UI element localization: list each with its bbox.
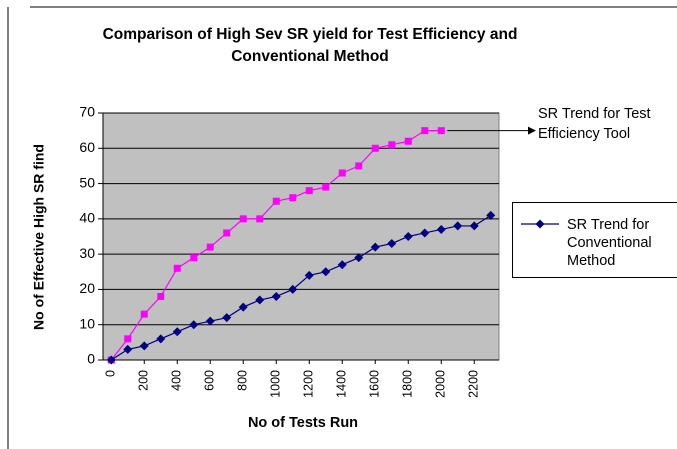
x-tick-label: 1000 bbox=[269, 370, 283, 398]
x-tick-label: 2200 bbox=[467, 370, 481, 398]
x-tick-label: 600 bbox=[203, 370, 217, 391]
marker bbox=[157, 292, 165, 300]
y-tick-label: 50 bbox=[79, 174, 95, 190]
marker bbox=[222, 313, 232, 323]
marker bbox=[206, 243, 214, 251]
marker bbox=[106, 355, 116, 365]
marker bbox=[370, 242, 380, 252]
annotation-arrowhead bbox=[528, 126, 536, 135]
legend-swatch bbox=[521, 219, 559, 229]
marker bbox=[123, 344, 133, 354]
marker bbox=[354, 253, 364, 263]
marker bbox=[338, 169, 346, 177]
marker bbox=[469, 221, 479, 231]
marker bbox=[139, 341, 149, 351]
marker bbox=[387, 239, 397, 249]
x-axis-title: No of Tests Run bbox=[248, 415, 358, 431]
marker bbox=[337, 260, 347, 270]
x-tick-label: 400 bbox=[170, 370, 184, 391]
x-tick-label: 1400 bbox=[335, 370, 349, 398]
marker bbox=[437, 127, 445, 135]
marker bbox=[256, 215, 264, 223]
marker bbox=[205, 316, 215, 326]
marker bbox=[239, 215, 247, 223]
y-axis-title: No of Effective High SR find bbox=[31, 144, 47, 330]
marker bbox=[172, 327, 182, 337]
x-tick-label: 800 bbox=[236, 370, 250, 391]
marker bbox=[421, 127, 429, 135]
marker bbox=[255, 295, 265, 305]
marker bbox=[436, 224, 446, 234]
marker bbox=[124, 335, 132, 343]
x-tick-label: 1600 bbox=[368, 370, 382, 398]
x-tick-label: 1800 bbox=[401, 370, 415, 398]
marker bbox=[388, 141, 396, 149]
marker bbox=[403, 232, 413, 241]
marker bbox=[140, 310, 148, 318]
y-tick-label: 10 bbox=[79, 315, 95, 331]
legend-label: SR Trend for Conventional Method bbox=[567, 217, 652, 269]
chart-title: Comparison of High Sev SR yield for Test… bbox=[102, 26, 518, 65]
x-tick-label: 2000 bbox=[434, 370, 448, 398]
marker bbox=[371, 144, 379, 152]
marker bbox=[420, 228, 430, 238]
marker bbox=[189, 320, 199, 330]
marker bbox=[289, 194, 297, 202]
marker bbox=[271, 291, 281, 301]
y-tick-label: 70 bbox=[79, 104, 95, 120]
marker bbox=[238, 302, 248, 312]
plot-area bbox=[102, 112, 500, 361]
x-tick-label: 1200 bbox=[302, 370, 316, 398]
marker bbox=[322, 183, 330, 191]
x-tick-label: 200 bbox=[137, 370, 151, 391]
y-tick-label: 0 bbox=[87, 351, 95, 367]
marker bbox=[288, 284, 298, 294]
marker bbox=[223, 229, 231, 237]
marker bbox=[173, 264, 181, 272]
y-tick-label: 30 bbox=[79, 245, 95, 261]
marker bbox=[304, 270, 314, 280]
marker bbox=[305, 187, 313, 195]
marker bbox=[404, 137, 412, 145]
marker bbox=[355, 162, 363, 170]
y-tick-label: 20 bbox=[79, 280, 95, 296]
marker bbox=[453, 221, 463, 231]
y-tick-label: 60 bbox=[79, 139, 95, 155]
marker bbox=[190, 254, 198, 262]
marker bbox=[535, 219, 545, 229]
legend: SR Trend for Conventional Method bbox=[512, 202, 677, 278]
marker bbox=[321, 267, 331, 277]
marker bbox=[156, 334, 166, 344]
marker bbox=[486, 210, 496, 220]
marker bbox=[272, 197, 280, 205]
y-tick-label: 40 bbox=[79, 210, 95, 226]
x-tick-label: 0 bbox=[104, 370, 118, 377]
annotation: SR Trend for Test Efficiency Tool bbox=[538, 106, 651, 142]
